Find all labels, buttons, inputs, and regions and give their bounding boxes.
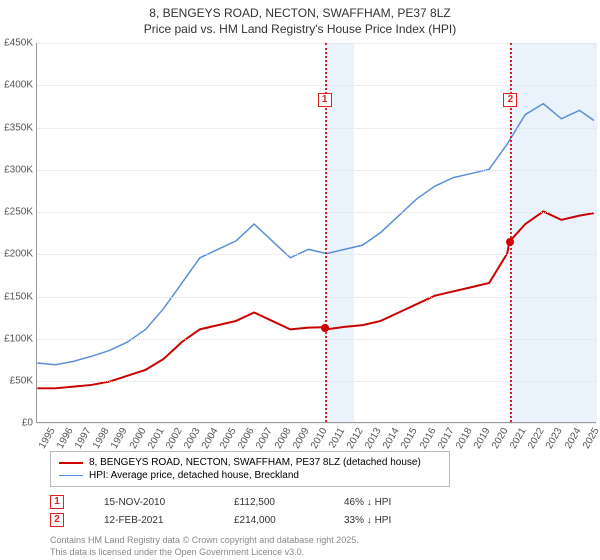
footer-line-1: Contains HM Land Registry data © Crown c… [50,535,600,547]
sale-row: 1 15-NOV-2010 £112,500 46% ↓ HPI [50,493,600,511]
gridline [37,423,596,424]
x-axis-label: 2008 [273,426,294,451]
legend-swatch [59,462,83,464]
x-axis-label: 2017 [436,426,457,451]
chart-title: 8, BENGEYS ROAD, NECTON, SWAFFHAM, PE37 … [0,0,600,39]
legend-item: HPI: Average price, detached house, Brec… [59,469,441,482]
y-axis-label: £0 [22,418,33,429]
x-axis-label: 2022 [526,426,547,451]
legend-item: 8, BENGEYS ROAD, NECTON, SWAFFHAM, PE37 … [59,456,441,469]
x-axis-label: 1998 [91,426,112,451]
x-axis-label: 2012 [345,426,366,451]
x-axis-label: 2023 [544,426,565,451]
x-axis-label: 2016 [418,426,439,451]
x-axis-label: 2013 [363,426,384,451]
x-axis-label: 2015 [399,426,420,451]
x-axis-label: 2011 [327,426,347,450]
y-axis-label: £400K [4,80,33,91]
title-line-1: 8, BENGEYS ROAD, NECTON, SWAFFHAM, PE37 … [0,6,600,22]
legend-label: 8, BENGEYS ROAD, NECTON, SWAFFHAM, PE37 … [89,457,421,468]
x-axis-label: 2002 [164,426,185,451]
x-axis-label: 2007 [254,426,275,451]
x-axis-label: 2019 [472,426,493,451]
sale-marker-badge: 1 [318,93,332,107]
sale-row: 2 12-FEB-2021 £214,000 33% ↓ HPI [50,511,600,529]
y-axis-label: £150K [4,291,33,302]
sale-row-badge: 2 [50,513,64,527]
x-axis-label: 2020 [490,426,511,451]
chart-plot-area: £0£50K£100K£150K£200K£250K£300K£350K£400… [36,43,596,423]
y-axis-label: £250K [4,207,33,218]
sale-date: 15-NOV-2010 [104,497,194,508]
y-axis-label: £200K [4,249,33,260]
sale-hpi-diff: 33% ↓ HPI [344,515,391,526]
x-axis-label: 2009 [291,426,312,451]
x-axis-label: 2004 [200,426,221,451]
x-axis-label: 1997 [73,426,94,451]
legend-box: 8, BENGEYS ROAD, NECTON, SWAFFHAM, PE37 … [50,451,450,487]
x-axis-label: 1996 [55,426,76,451]
legend-label: HPI: Average price, detached house, Brec… [89,470,299,481]
x-axis-label: 1995 [37,426,58,451]
x-axis-label: 2014 [381,426,402,451]
sale-price: £112,500 [234,497,304,508]
y-axis-label: £450K [4,38,33,49]
y-axis-label: £300K [4,164,33,175]
x-axis-label: 2006 [236,426,257,451]
sale-date: 12-FEB-2021 [104,515,194,526]
x-axis-label: 2010 [309,426,330,451]
sale-price: £214,000 [234,515,304,526]
sale-marker-badge: 2 [503,93,517,107]
x-axis-label: 2003 [182,426,203,451]
y-axis-label: £50K [10,375,33,386]
x-axis-label: 2001 [146,426,167,451]
x-axis-label: 2018 [454,426,475,451]
title-line-2: Price paid vs. HM Land Registry's House … [0,22,600,38]
footer-attribution: Contains HM Land Registry data © Crown c… [50,535,600,558]
sale-point [321,324,329,332]
sale-hpi-diff: 46% ↓ HPI [344,497,391,508]
x-axis-label: 2024 [563,426,584,451]
sale-point [506,238,514,246]
x-axis-label: 2025 [581,426,600,451]
y-axis-label: £350K [4,122,33,133]
x-axis-label: 2005 [218,426,239,451]
sales-table: 1 15-NOV-2010 £112,500 46% ↓ HPI 2 12-FEB-202… [50,493,600,529]
legend-swatch [59,475,83,476]
footer-line-2: This data is licensed under the Open Gov… [50,547,600,559]
x-axis-label: 2000 [128,426,149,451]
sale-row-badge: 1 [50,495,64,509]
x-axis-label: 1999 [109,426,130,451]
y-axis-label: £100K [4,333,33,344]
x-axis-label: 2021 [508,426,529,451]
